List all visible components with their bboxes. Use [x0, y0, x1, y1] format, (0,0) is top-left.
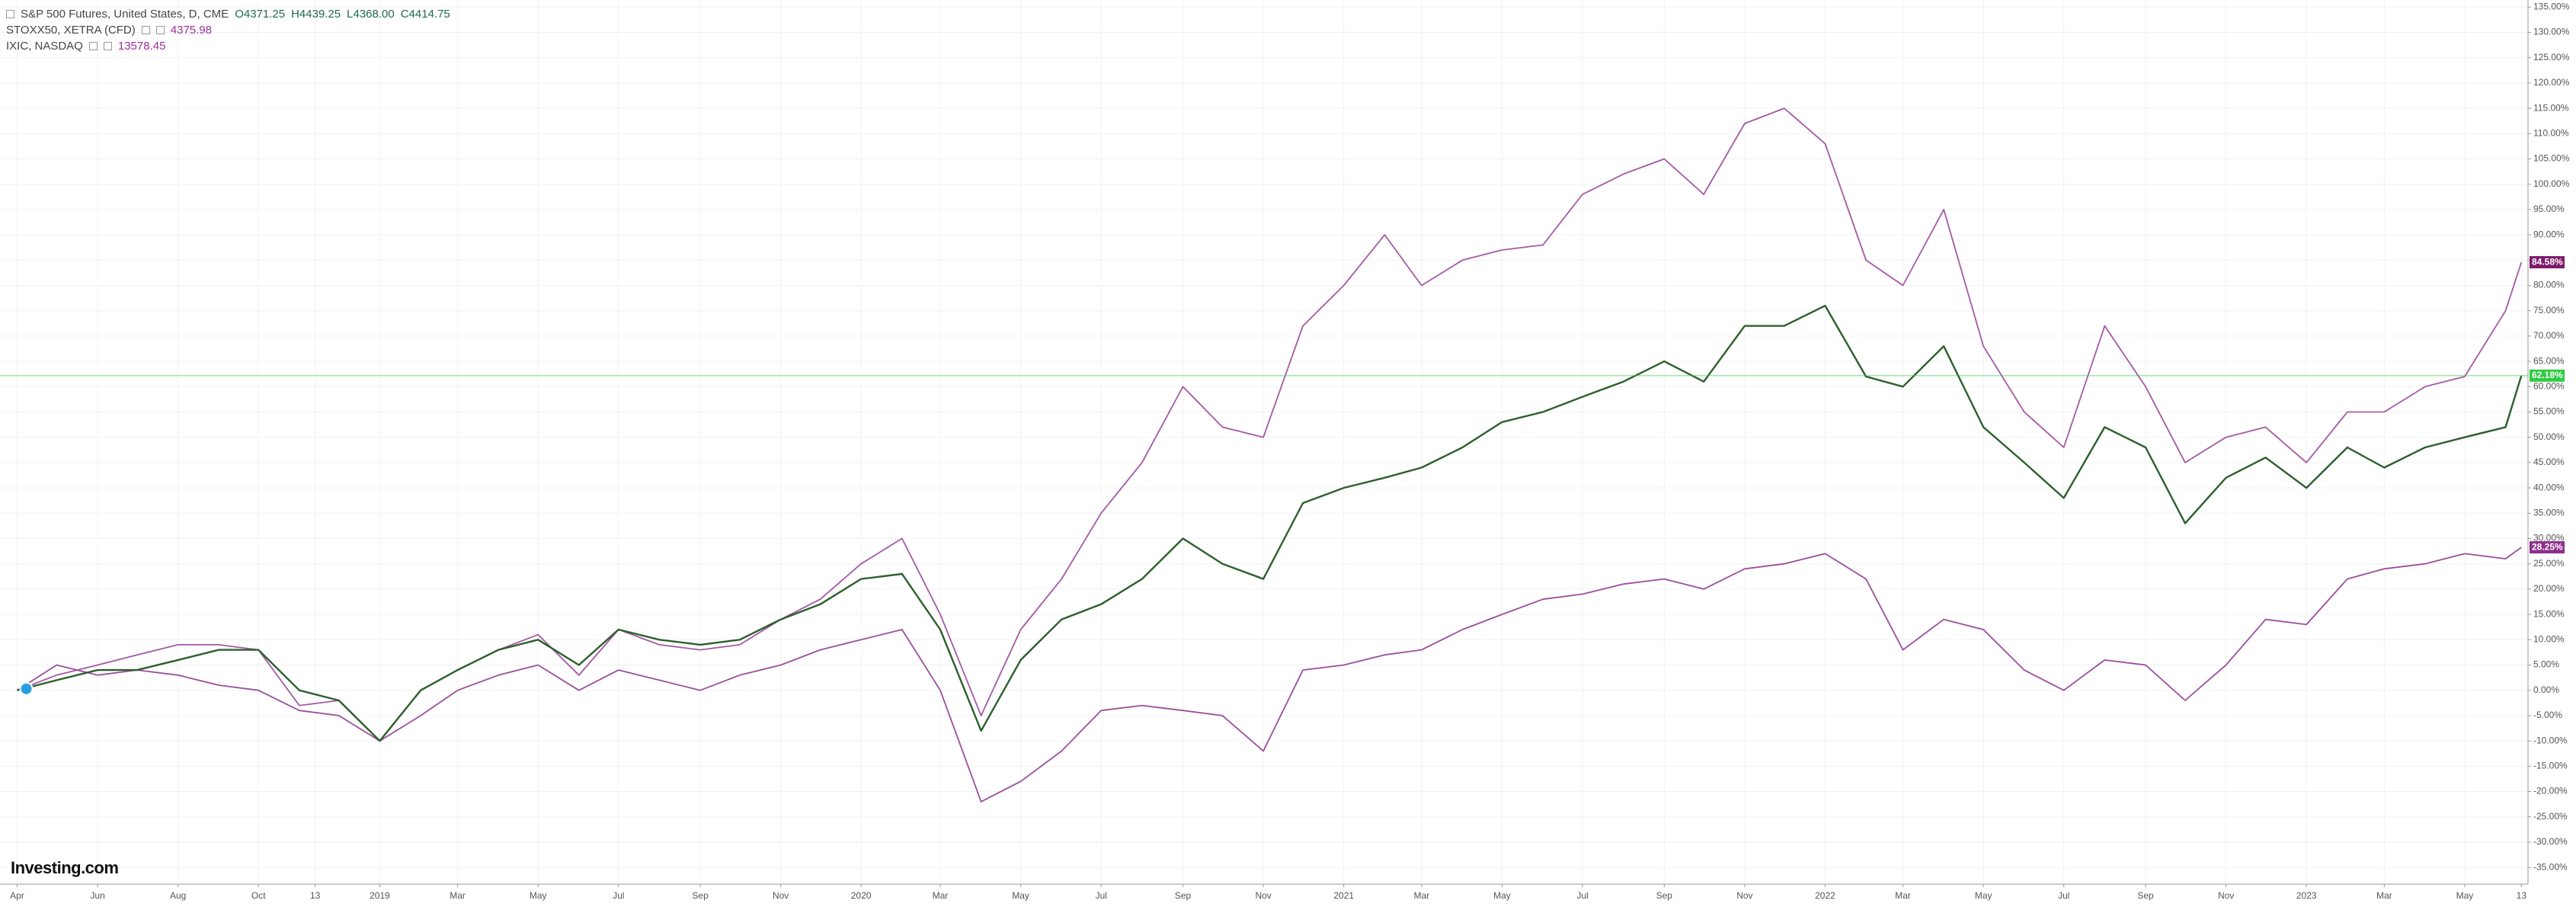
- legend-price: 4375.98: [170, 24, 212, 37]
- y-tick-label: 0.00%: [2533, 684, 2559, 695]
- price-label: 62.18%: [2532, 370, 2563, 380]
- x-tick-label: Jun: [90, 890, 104, 901]
- y-tick-label: 15.00%: [2533, 608, 2565, 619]
- x-tick-label: May: [1493, 890, 1511, 901]
- y-tick-label: 70.00%: [2533, 330, 2565, 341]
- x-tick-label: Nov: [1736, 890, 1752, 901]
- collapse-icon[interactable]: [6, 10, 14, 18]
- legend-row: S&P 500 Futures, United States, D, CME O…: [6, 6, 450, 22]
- x-tick-label: Mar: [450, 890, 466, 901]
- y-tick-label: 130.00%: [2533, 27, 2570, 37]
- y-tick-label: -15.00%: [2533, 760, 2568, 771]
- ohlc-close: C4414.75: [400, 8, 450, 21]
- y-tick-label: 80.00%: [2533, 280, 2565, 290]
- y-tick-label: 10.00%: [2533, 633, 2565, 644]
- y-tick-label: 45.00%: [2533, 457, 2565, 467]
- legend-icon[interactable]: [141, 26, 150, 34]
- y-tick-label: 105.00%: [2533, 153, 2570, 164]
- x-tick-label: 2019: [370, 890, 390, 901]
- legend-name: STOXX50, XETRA (CFD): [6, 24, 136, 37]
- x-tick-label: Sep: [2137, 890, 2154, 901]
- legend-price: 13578.45: [117, 40, 166, 53]
- y-tick-label: -10.00%: [2533, 735, 2568, 745]
- y-tick-label: 115.00%: [2533, 102, 2569, 113]
- x-tick-label: Aug: [170, 890, 186, 901]
- price-label: 28.25%: [2532, 541, 2563, 552]
- y-tick-label: 120.00%: [2533, 77, 2570, 88]
- ohlc-low: L4368.00: [347, 8, 395, 21]
- series-line: [17, 546, 2522, 803]
- y-tick-label: -30.00%: [2533, 836, 2568, 847]
- x-tick-label: Jul: [2058, 890, 2069, 901]
- x-tick-label: Nov: [1255, 890, 1271, 901]
- x-tick-label: 13: [310, 890, 321, 901]
- legend-row: STOXX50, XETRA (CFD) 4375.98: [6, 22, 450, 38]
- x-tick-label: 2020: [851, 890, 872, 901]
- y-tick-label: -35.00%: [2533, 861, 2568, 872]
- x-tick-label: Jul: [1096, 890, 1107, 901]
- y-tick-label: 5.00%: [2533, 659, 2559, 670]
- y-tick-label: 50.00%: [2533, 431, 2565, 442]
- y-tick-label: 65.00%: [2533, 355, 2565, 366]
- x-tick-label: Mar: [1413, 890, 1429, 901]
- x-tick-label: Mar: [2376, 890, 2392, 901]
- price-label-box: [2530, 369, 2565, 382]
- y-tick-label: 40.00%: [2533, 482, 2565, 492]
- y-tick-label: 55.00%: [2533, 406, 2565, 417]
- x-tick-label: May: [2456, 890, 2474, 901]
- y-tick-label: 95.00%: [2533, 204, 2565, 214]
- legend-icon[interactable]: [103, 42, 112, 50]
- legend-name: IXIC, NASDAQ: [6, 40, 83, 53]
- ohlc-open: O4371.25: [235, 8, 286, 21]
- legend-row: IXIC, NASDAQ 13578.45: [6, 38, 450, 54]
- x-tick-label: 13: [2517, 890, 2527, 901]
- price-label-box: [2530, 541, 2565, 554]
- price-label: 84.58%: [2532, 256, 2563, 267]
- y-tick-label: 60.00%: [2533, 380, 2565, 391]
- x-tick-label: Nov: [773, 890, 789, 901]
- x-tick-label: Sep: [692, 890, 709, 901]
- y-tick-label: -5.00%: [2533, 710, 2562, 720]
- x-tick-label: May: [1975, 890, 1992, 901]
- x-tick-label: 2021: [1333, 890, 1354, 901]
- y-tick-label: 110.00%: [2533, 127, 2569, 138]
- legend-icon[interactable]: [155, 26, 165, 34]
- y-tick-label: 35.00%: [2533, 507, 2565, 518]
- ohlc-high: H4439.25: [291, 8, 341, 21]
- y-tick-label: 25.00%: [2533, 558, 2565, 569]
- legend-title: S&P 500 Futures, United States, D, CME: [21, 8, 229, 21]
- y-tick-label: 100.00%: [2533, 178, 2570, 189]
- y-tick-label: 125.00%: [2533, 52, 2570, 62]
- x-tick-label: Jul: [1576, 890, 1588, 901]
- x-tick-label: Apr: [10, 890, 24, 901]
- watermark: Investing.com: [11, 858, 119, 877]
- legend-icon[interactable]: [88, 42, 98, 50]
- legend: S&P 500 Futures, United States, D, CME O…: [6, 6, 450, 54]
- x-tick-label: Mar: [933, 890, 949, 901]
- x-tick-label: Jul: [613, 890, 624, 901]
- x-tick-label: May: [530, 890, 547, 901]
- x-tick-label: May: [1012, 890, 1029, 901]
- x-tick-label: Oct: [251, 890, 266, 901]
- y-tick-label: 75.00%: [2533, 305, 2565, 316]
- price-label-box: [2530, 256, 2565, 269]
- x-tick-label: 2023: [2296, 890, 2317, 901]
- x-tick-label: Sep: [1175, 890, 1192, 901]
- y-tick-label: -25.00%: [2533, 811, 2568, 822]
- x-tick-label: Nov: [2218, 890, 2234, 901]
- event-marker: [19, 681, 34, 696]
- y-tick-label: 90.00%: [2533, 229, 2565, 239]
- series-line: [17, 304, 2523, 742]
- x-tick-label: Sep: [1656, 890, 1673, 901]
- x-tick-label: 2022: [1815, 890, 1835, 901]
- x-tick-label: Mar: [1895, 890, 1911, 901]
- y-tick-label: 30.00%: [2533, 533, 2565, 543]
- y-tick-label: -20.00%: [2533, 786, 2568, 796]
- y-tick-label: 135.00%: [2533, 1, 2570, 11]
- y-tick-label: 20.00%: [2533, 583, 2565, 594]
